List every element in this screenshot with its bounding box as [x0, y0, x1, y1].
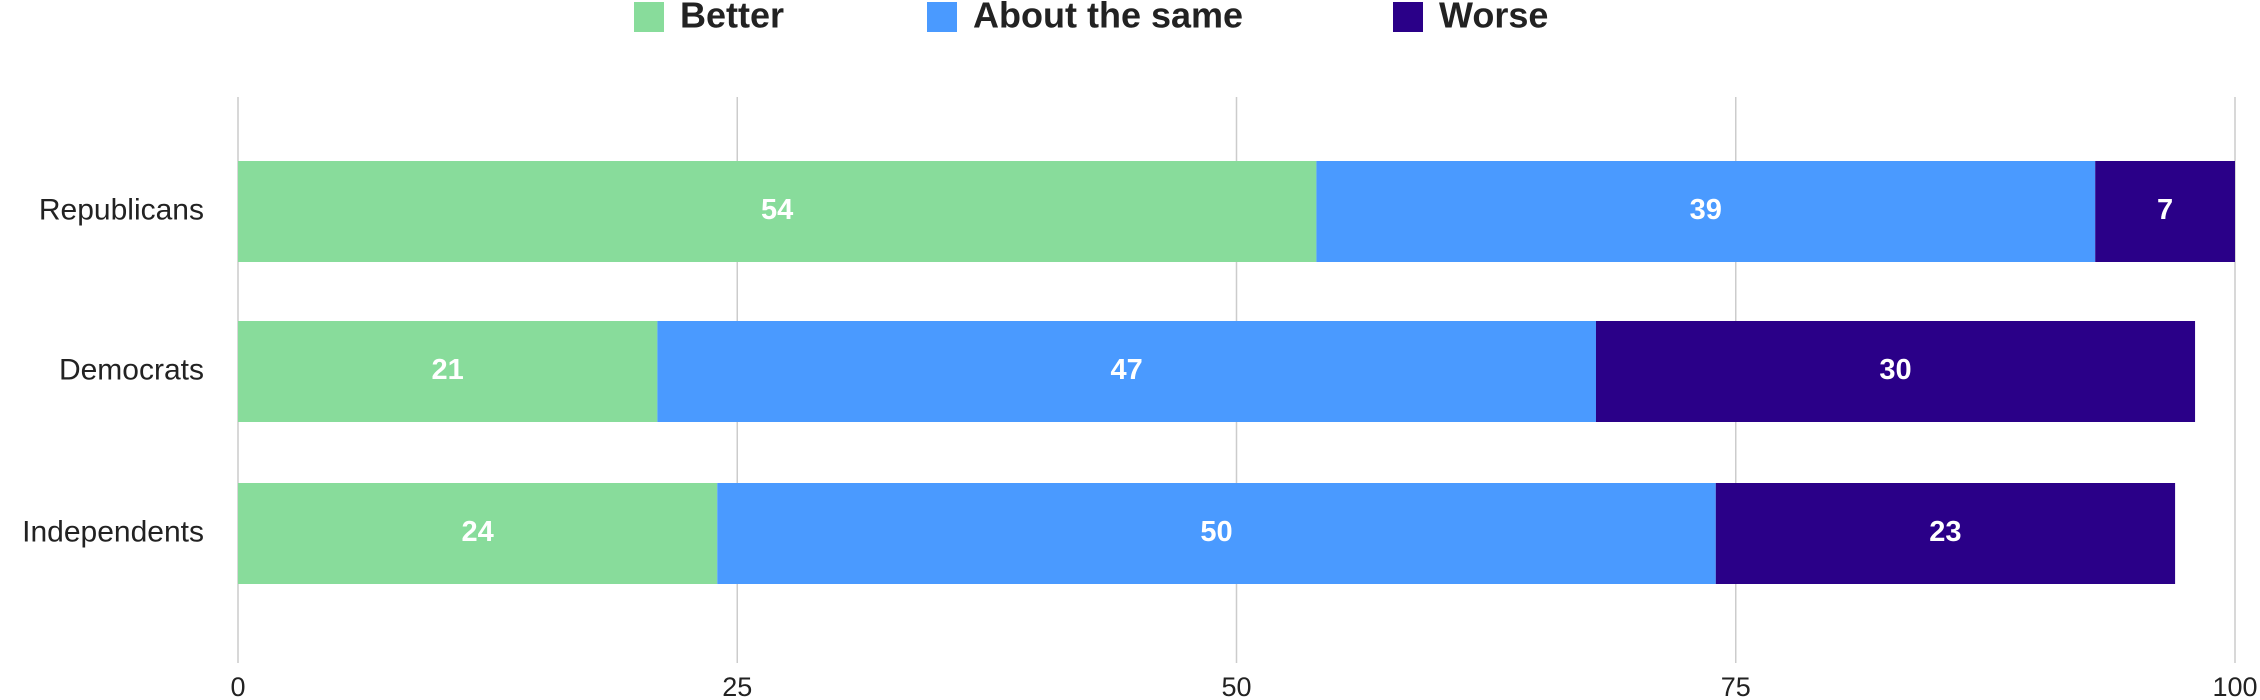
value-label: 47: [1111, 354, 1143, 386]
legend-swatch: [634, 2, 664, 32]
x-tick-label: 50: [1221, 672, 1251, 700]
legend-label: Worse: [1439, 0, 1548, 36]
bar-segment: [1715, 483, 2176, 584]
bar-segment: [1316, 161, 2096, 262]
value-label: 23: [1929, 516, 1961, 548]
bar-segment: [238, 483, 718, 584]
bar-segment: [657, 321, 1596, 422]
value-label: 24: [462, 516, 494, 548]
bar-segment: [238, 321, 658, 422]
value-label: 7: [2157, 194, 2173, 226]
bar-segment: [238, 161, 1317, 262]
value-label: 54: [761, 194, 793, 226]
value-label: 50: [1200, 516, 1232, 548]
legend-label: Better: [680, 0, 784, 36]
bar-segment: [717, 483, 1716, 584]
x-tick-label: 0: [230, 672, 245, 700]
y-tick-label: Independents: [22, 515, 204, 548]
value-label: 30: [1879, 354, 1911, 386]
bar-segment: [2095, 161, 2235, 262]
x-tick-label: 25: [722, 672, 752, 700]
x-tick-label: 75: [1721, 672, 1751, 700]
bar-segment: [1595, 321, 2196, 422]
value-label: 21: [432, 354, 464, 386]
y-tick-label: Republicans: [39, 193, 204, 226]
legend-swatch: [1393, 2, 1423, 32]
value-label: 39: [1690, 194, 1722, 226]
y-tick-label: Democrats: [59, 353, 204, 386]
legend-label: About the same: [973, 0, 1243, 36]
x-tick-label: 100: [2212, 672, 2257, 700]
legend-swatch: [927, 2, 957, 32]
